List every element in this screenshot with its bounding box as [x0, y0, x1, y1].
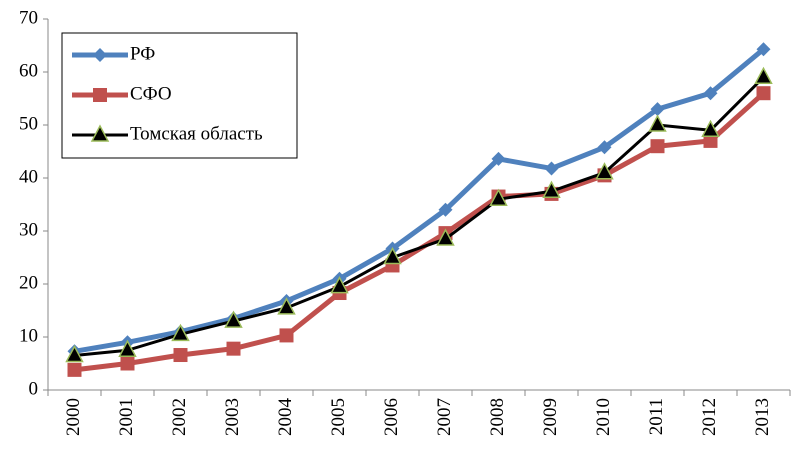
data-point: [171, 323, 190, 342]
y-tick-label: 20: [19, 272, 38, 293]
data-point: [650, 102, 665, 117]
x-tick-label: 2002: [169, 398, 190, 436]
y-tick-label: 50: [19, 113, 38, 134]
data-point: [650, 139, 665, 154]
data-point: [224, 310, 243, 328]
series-line: [74, 76, 765, 358]
legend-label: Томская область: [130, 123, 263, 144]
x-tick-label: 2005: [328, 398, 349, 436]
data-point: [595, 162, 614, 180]
y-tick-label: 40: [19, 166, 38, 187]
data-point: [756, 86, 771, 101]
legend-label: РФ: [130, 43, 155, 64]
x-tick-label: 2007: [434, 398, 455, 436]
data-point: [701, 119, 720, 138]
x-tick-label: 2000: [63, 398, 84, 436]
data-point: [438, 202, 453, 217]
data-point: [648, 114, 667, 132]
data-point: [703, 133, 718, 148]
data-point: [173, 348, 188, 363]
legend-label: СФО: [130, 83, 172, 104]
x-tick-label: 2010: [593, 398, 614, 436]
data-point: [67, 362, 82, 377]
data-point: [226, 341, 241, 356]
x-tick-label: 2011: [646, 398, 667, 435]
x-tick-label: 2003: [222, 398, 243, 436]
data-point: [703, 86, 718, 101]
data-point: [544, 161, 559, 176]
legend-marker: [90, 124, 110, 142]
data-point: [120, 356, 135, 371]
data-point: [330, 276, 349, 294]
x-tick-label: 2008: [487, 398, 508, 436]
data-point: [383, 246, 402, 265]
data-point: [597, 140, 612, 155]
y-tick-label: 30: [19, 219, 38, 240]
x-tick-label: 2001: [116, 398, 137, 436]
data-point: [754, 66, 773, 85]
x-tick-label: 2006: [381, 398, 402, 436]
data-point: [279, 328, 294, 343]
y-tick-label: 10: [19, 325, 38, 346]
data-point: [491, 151, 506, 166]
x-tick-label: 2009: [540, 398, 561, 436]
x-tick-label: 2013: [752, 398, 773, 436]
legend-marker: [93, 48, 107, 62]
y-tick-label: 70: [19, 7, 38, 28]
x-tick-label: 2004: [275, 398, 296, 437]
series-line: [74, 47, 766, 354]
x-tick-label: 2012: [699, 398, 720, 436]
data-point: [542, 180, 561, 198]
data-point: [436, 228, 455, 246]
data-point: [65, 344, 84, 363]
data-point: [756, 42, 771, 57]
data-point: [489, 188, 508, 206]
data-point: [118, 339, 137, 357]
legend-marker: [93, 88, 107, 102]
y-tick-label: 0: [29, 378, 39, 399]
y-tick-label: 60: [19, 60, 38, 81]
data-point: [277, 297, 296, 315]
